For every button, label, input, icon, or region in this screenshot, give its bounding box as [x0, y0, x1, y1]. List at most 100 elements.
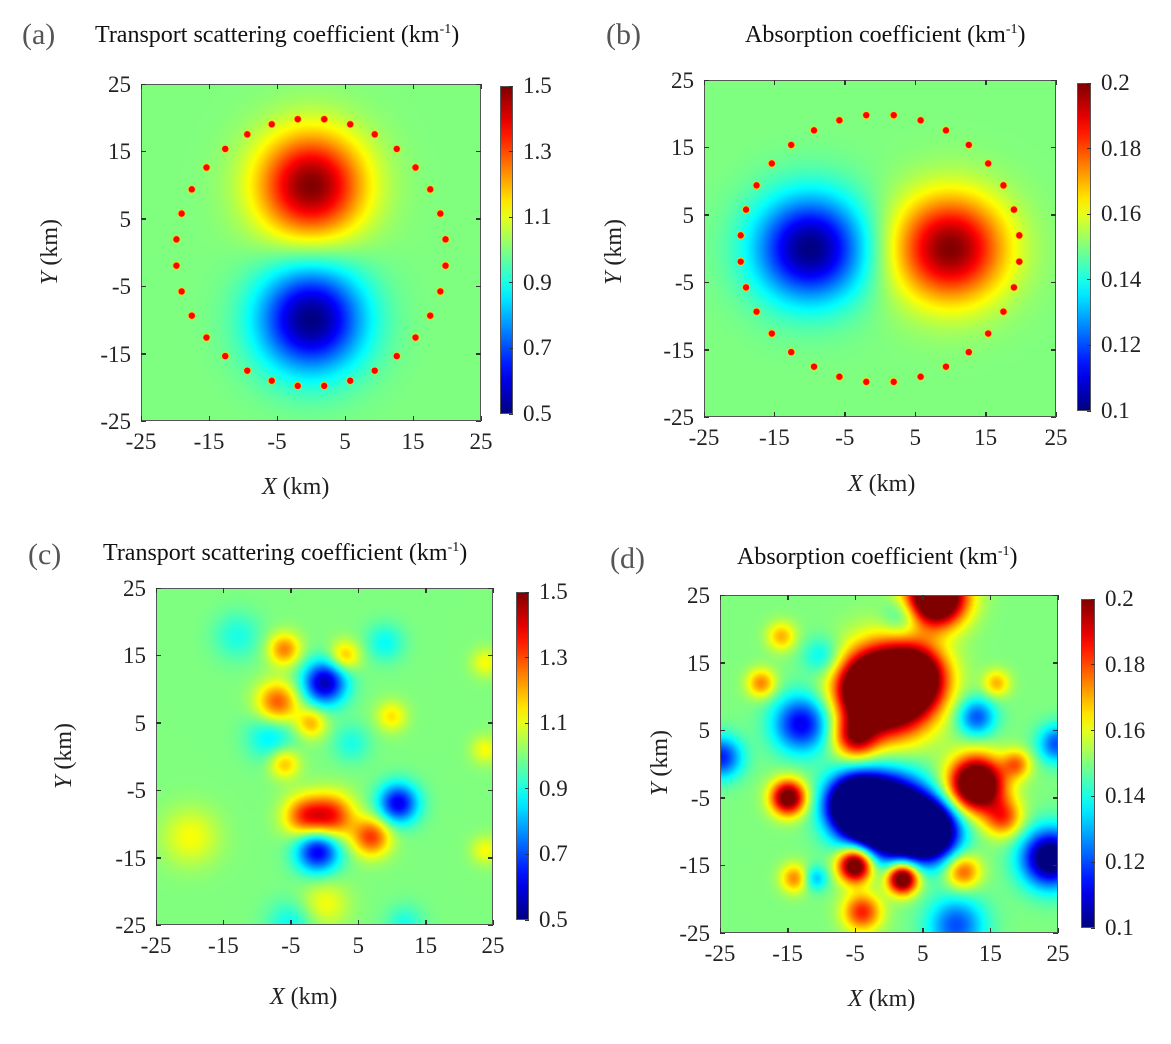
sensor-point [742, 205, 751, 214]
colorbar-tick-label: 0.18 [1105, 651, 1146, 677]
y-tick-mark [476, 285, 481, 288]
y-tick-mark [141, 420, 146, 422]
y-axis-variable: Y [37, 271, 63, 286]
x-tick-mark [854, 595, 857, 600]
y-tick-label: 25 [671, 68, 694, 93]
y-tick-mark [704, 79, 709, 81]
x-axis-unit: (km) [862, 986, 916, 1012]
title-close: ) [1017, 22, 1026, 48]
y-tick-mark [1053, 594, 1058, 596]
x-tick-mark [844, 412, 846, 417]
sensor-point [916, 372, 925, 381]
colorbar-tick-mark [509, 282, 513, 284]
y-tick-label: -5 [111, 274, 131, 300]
x-tick-mark [344, 84, 346, 89]
x-tick-label: -15 [759, 425, 790, 450]
y-tick-mark [156, 924, 161, 926]
x-tick-label: 5 [917, 941, 929, 966]
colorbar-tick-label: 0.12 [1105, 849, 1146, 875]
y-tick-mark [1051, 416, 1056, 418]
x-tick-mark [492, 920, 494, 925]
colorbar-tick-mark [509, 85, 513, 87]
colorbar-tick-mark [1091, 927, 1095, 929]
y-tick-label: 15 [671, 135, 694, 161]
sensor-point [411, 163, 420, 172]
x-axis-label: X (km) [262, 475, 329, 499]
x-tick-mark [703, 412, 705, 417]
y-tick-mark [1051, 349, 1056, 351]
sensor-point [221, 144, 230, 153]
title-close: ) [459, 540, 468, 566]
sensor-point [293, 381, 302, 390]
y-tick-mark [1051, 214, 1056, 216]
sensor-point [752, 307, 761, 316]
title-close: ) [451, 22, 460, 48]
y-axis-variable: Y [647, 782, 673, 797]
x-tick-mark [290, 588, 292, 593]
sensor-point [370, 130, 379, 139]
y-tick-mark [1053, 932, 1058, 934]
x-axis-unit: (km) [276, 474, 330, 500]
title-text: Transport scattering coefficient (km [103, 540, 448, 566]
y-tick-mark [141, 218, 146, 220]
title-superscript: -1 [447, 540, 460, 555]
colorbar-tick-mark [525, 853, 529, 856]
panel-title: Transport scattering coefficient (km-1) [103, 540, 467, 567]
sensor-point [964, 348, 973, 357]
colorbar-tick-label: 0.14 [1105, 783, 1146, 809]
y-tick-mark [476, 83, 481, 85]
x-tick-mark [985, 80, 987, 85]
sensor-point [787, 140, 796, 149]
x-tick-label: -15 [193, 429, 225, 454]
x-tick-mark [412, 84, 414, 89]
x-tick-mark [1055, 80, 1057, 85]
y-tick-mark [720, 729, 725, 732]
y-tick-mark [156, 722, 161, 724]
x-tick-mark [140, 84, 142, 89]
y-tick-label: 5 [119, 206, 132, 232]
colorbar-tick-label: 0.2 [1101, 70, 1130, 95]
colorbar-tick-mark [1087, 82, 1091, 84]
y-axis-variable: Y [601, 271, 627, 286]
y-tick-mark [704, 349, 709, 351]
y-tick-label: -15 [679, 853, 710, 879]
sensor-point [999, 307, 1008, 316]
sensor-point [441, 235, 450, 244]
y-tick-label: 25 [687, 583, 710, 608]
title-text: Absorption coefficient (km [737, 544, 998, 570]
x-tick-label: -5 [845, 941, 865, 966]
y-axis-label: Y (km) [37, 207, 63, 297]
colorbar-tick-label: 0.5 [523, 401, 552, 426]
y-tick-mark [1053, 797, 1058, 799]
x-tick-mark [787, 595, 789, 600]
y-tick-label: 5 [682, 202, 695, 228]
y-tick-mark [476, 218, 481, 220]
y-tick-mark [488, 924, 493, 926]
heatmap-image [142, 85, 480, 420]
sensor-point [243, 130, 252, 139]
title-close: ) [1009, 544, 1018, 570]
sensor-point [889, 111, 898, 120]
y-tick-mark [141, 353, 146, 355]
x-axis-label: X (km) [270, 985, 337, 1009]
colorbar-tick-label: 0.7 [539, 841, 568, 867]
y-tick-label: 5 [134, 710, 147, 736]
y-tick-mark [704, 146, 709, 149]
sensor-point [767, 159, 776, 168]
y-tick-label: -15 [663, 337, 694, 363]
title-superscript: -1 [997, 544, 1010, 559]
x-tick-label: 5 [339, 429, 351, 454]
panel-letter: (d) [610, 542, 645, 575]
sensor-point [787, 348, 796, 357]
panel-letter: (a) [22, 18, 56, 51]
x-tick-mark [480, 84, 482, 89]
sensor-point [736, 231, 745, 240]
x-axis-unit: (km) [862, 471, 916, 497]
y-tick-label: -5 [690, 785, 710, 811]
x-tick-mark [222, 920, 225, 925]
heatmap-image [705, 81, 1055, 416]
sensor-point [426, 185, 435, 194]
x-tick-mark [989, 928, 992, 933]
sensor-point [767, 329, 776, 338]
x-tick-label: 25 [1046, 941, 1070, 966]
